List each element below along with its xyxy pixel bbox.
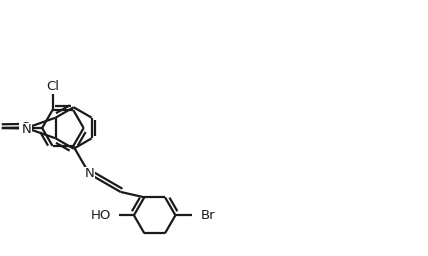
- Text: O: O: [20, 121, 30, 134]
- Text: Cl: Cl: [46, 80, 59, 93]
- Text: HO: HO: [90, 209, 111, 222]
- Text: Br: Br: [200, 209, 215, 222]
- Text: N: N: [21, 123, 31, 136]
- Text: N: N: [85, 167, 94, 180]
